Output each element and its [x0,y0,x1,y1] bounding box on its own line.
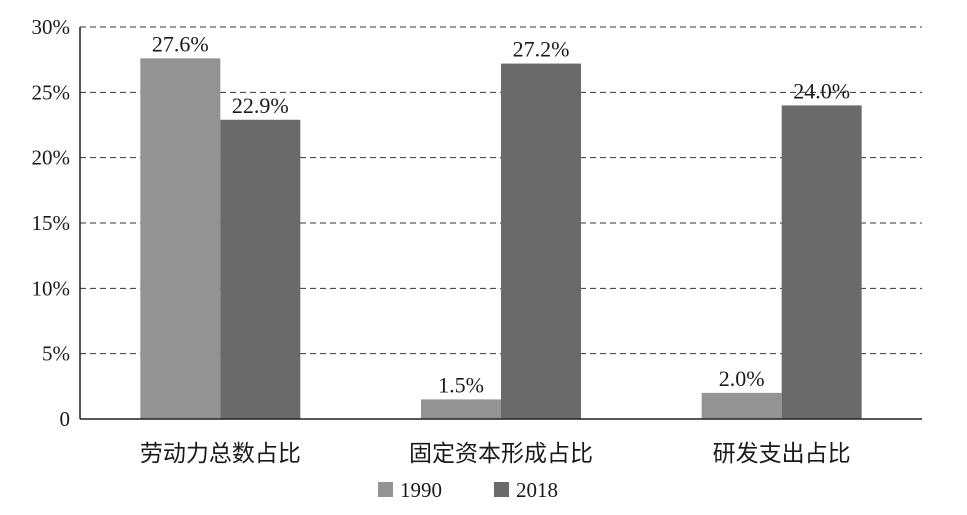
legend: 1990 2018 [378,478,558,502]
y-tick-label: 0 [60,407,71,431]
data-label: 2.0% [719,366,765,391]
bars [140,58,862,420]
y-tick-label: 25% [32,80,71,104]
bar-2018-1 [501,63,581,419]
bar-2018-0 [220,119,301,420]
x-category-label: 研发支出占比 [713,441,851,466]
bar-1990-1 [421,399,501,419]
bar-1990-0 [140,58,221,420]
bar-2018-2 [781,105,862,420]
data-label: 27.6% [152,31,209,56]
data-label: 27.2% [513,37,570,62]
legend-label: 1990 [400,478,442,502]
x-category-label: 固定资本形成占比 [409,441,593,466]
legend-label: 2018 [516,478,558,502]
y-tick-label: 20% [32,146,71,170]
bar-1990-2 [701,392,782,419]
y-tick-label: 15% [32,211,71,235]
data-label: 24.0% [793,78,850,103]
data-labels: 27.6% 22.9% 1.5% 27.2% 2.0% 24.0% [152,31,850,397]
y-tick-label: 30% [32,15,71,39]
legend-swatch-2018 [494,482,509,497]
legend-swatch-1990 [378,482,393,497]
x-axis: 劳动力总数占比 固定资本形成占比 研发支出占比 [80,418,922,466]
y-axis: 0 5% 10% 15% 20% 25% 30% [32,15,81,431]
data-label: 1.5% [438,372,484,397]
data-label: 22.9% [232,93,289,118]
y-tick-label: 10% [32,276,71,300]
y-tick-label: 5% [42,342,70,366]
x-category-label: 劳动力总数占比 [140,441,301,466]
